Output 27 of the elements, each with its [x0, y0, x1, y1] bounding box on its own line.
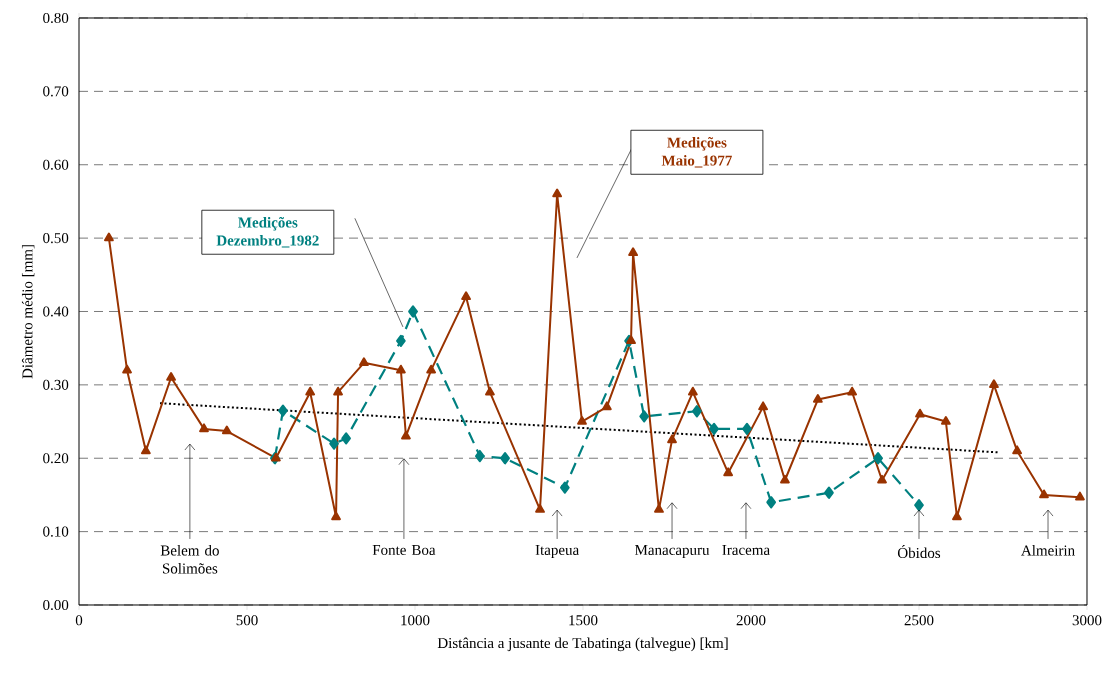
x-tick-label: 1500	[569, 615, 598, 626]
y-tick-label: 0.30	[43, 379, 69, 390]
annotation: Belem do Solimões	[160, 545, 219, 574]
annotation: Itapeua	[535, 545, 579, 559]
annotation: Manacapuru	[635, 545, 710, 559]
text: Medições Maio_1977	[661, 137, 732, 168]
y-tick-label: 0.70	[43, 86, 69, 97]
text: Medições Dezembro_1982	[216, 216, 319, 248]
annotation: Fonte Boa	[372, 545, 436, 555]
x-tick-label: 0	[75, 615, 83, 626]
y-tick-label: 0.10	[43, 526, 69, 537]
x-tick-label: 3000	[1072, 615, 1102, 626]
y-tick-label: 0.60	[43, 159, 69, 170]
x-tick-label: 2500	[904, 615, 934, 626]
x-axis-title: Distância a jusante de Tabatinga (talvegue) [km]	[437, 637, 728, 652]
y-axis-title: Diâmetro médio [mm]	[21, 245, 35, 379]
y-tick-label: 0.00	[43, 599, 69, 611]
x-tick-label: 1000	[401, 615, 430, 626]
y-tick-label: 0.20	[43, 453, 69, 464]
annotation: Almeirin	[1021, 545, 1075, 556]
annotation: Iracema	[722, 545, 770, 555]
y-tick-label: 0.80	[43, 12, 69, 24]
y-tick-label: 0.50	[43, 233, 69, 244]
x-tick-label: 500	[236, 615, 258, 626]
x-tick-label: 2000	[736, 615, 766, 626]
y-tick-label: 0.40	[43, 306, 69, 317]
annotation: Óbidos	[897, 545, 941, 559]
